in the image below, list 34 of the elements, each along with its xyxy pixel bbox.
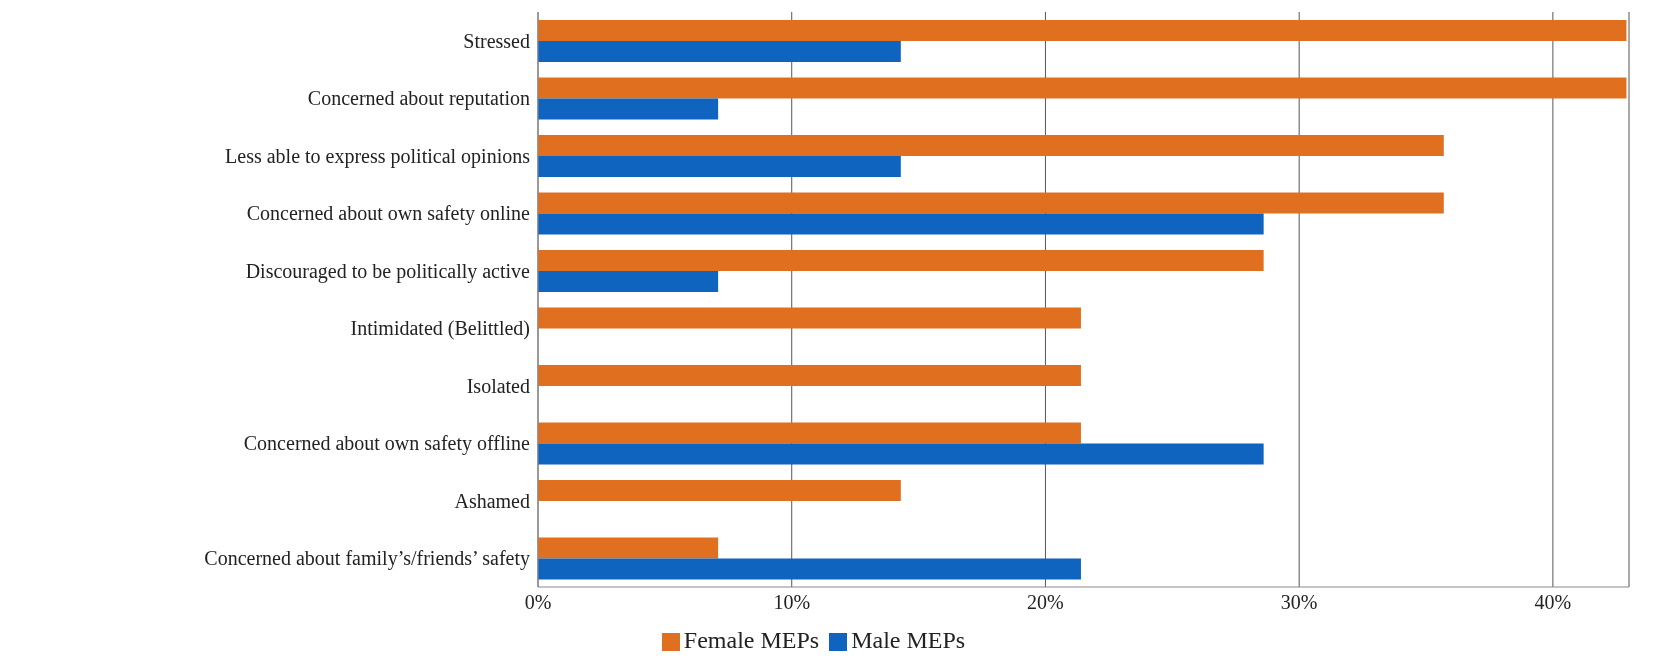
x-tick-label: 10% bbox=[773, 591, 811, 614]
bar bbox=[538, 307, 1081, 329]
bar bbox=[538, 98, 719, 120]
bar bbox=[538, 558, 1081, 580]
y-tick-label: Concerned about own safety offline bbox=[243, 432, 531, 456]
y-tick-label: Concerned about family’s/friends’ safety bbox=[204, 547, 530, 571]
y-tick-label: Discouraged to be politically active bbox=[245, 259, 531, 283]
bar bbox=[538, 77, 1627, 99]
bar bbox=[538, 192, 1444, 214]
legend-label: Male MEPs bbox=[851, 627, 966, 653]
y-tick-label: Isolated bbox=[466, 374, 530, 397]
y-tick-label: Stressed bbox=[463, 29, 530, 52]
x-tick-label: 20% bbox=[1027, 591, 1064, 614]
y-tick-label: Intimidated (Belittled) bbox=[350, 317, 530, 341]
bar bbox=[538, 480, 901, 502]
bar bbox=[538, 443, 1264, 465]
x-tick-label: 40% bbox=[1534, 591, 1572, 614]
y-tick-label: Ashamed bbox=[454, 489, 530, 512]
bar bbox=[538, 271, 719, 293]
x-tick-label: 0% bbox=[524, 591, 552, 614]
x-tick-label: 30% bbox=[1280, 591, 1318, 614]
bar bbox=[538, 422, 1081, 444]
bar bbox=[538, 250, 1264, 272]
bar bbox=[538, 20, 1627, 42]
bar bbox=[538, 365, 1081, 387]
y-tick-label: Concerned about reputation bbox=[307, 87, 530, 111]
bar bbox=[538, 537, 719, 559]
bar bbox=[538, 156, 901, 178]
y-tick-label: Concerned about own safety online bbox=[246, 202, 531, 226]
bar bbox=[538, 213, 1264, 235]
bar bbox=[538, 41, 901, 63]
y-tick-label: Less able to express political opinions bbox=[225, 144, 531, 168]
bar bbox=[538, 135, 1444, 157]
legend-label: Female MEPs bbox=[683, 627, 820, 653]
